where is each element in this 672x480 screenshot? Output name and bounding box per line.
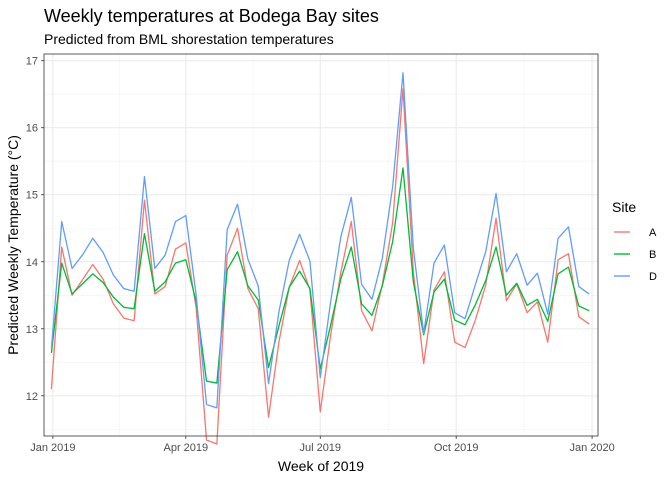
series-line-D [50,72,590,409]
y-axis: 12 13 14 15 16 17 [26,56,44,403]
x-tick-label: Oct 2019 [434,442,479,454]
x-axis: Jan 2019 Apr 2019 Jul 2019 Oct 2019 Jan 2020 [30,436,615,454]
legend: Site ABD [612,199,657,283]
chart-subtitle: Predicted from BML shorestation temperat… [44,31,334,47]
y-tick-label: 13 [26,324,38,336]
x-axis-title: Week of 2019 [278,458,364,474]
panel-background [44,54,598,436]
panel-border [43,53,599,437]
y-tick-label: 12 [26,391,38,403]
y-tick-label: 16 [26,123,38,135]
x-tick-label: Apr 2019 [163,442,208,454]
chart-title: Weekly temperatures at Bodega Bay sites [44,6,379,26]
series-line-B [50,167,590,384]
y-tick-label: 15 [26,190,38,202]
y-axis-title: Predicted Weekly Temperature (°C) [5,135,21,355]
series-line-A [50,88,590,445]
x-tick-label: Jan 2019 [30,442,75,454]
x-tick-label: Jan 2020 [569,442,614,454]
series-lines [50,72,590,445]
plot-panel [43,53,599,445]
y-tick-label: 17 [26,56,38,68]
x-tick-label: Jul 2019 [299,442,341,454]
legend-label-A: A [649,227,657,239]
legend-label-D: D [649,271,657,283]
legend-title: Site [612,199,636,215]
y-tick-label: 14 [26,257,38,269]
legend-label-B: B [649,249,656,261]
